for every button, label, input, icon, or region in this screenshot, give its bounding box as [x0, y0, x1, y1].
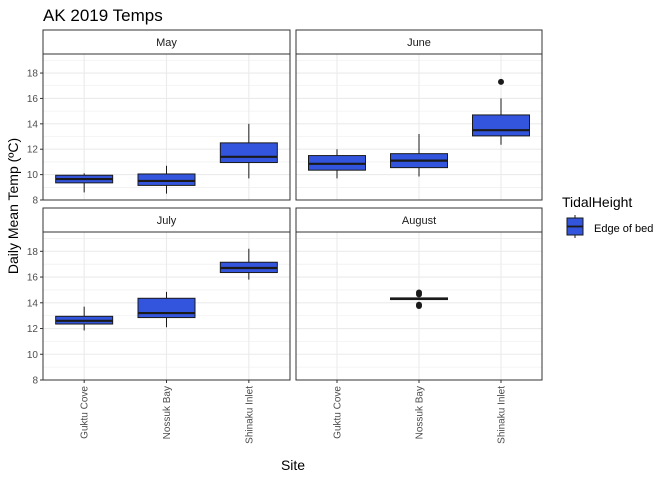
chart-title: AK 2019 Temps — [43, 6, 163, 25]
outlier-point — [416, 291, 422, 298]
y-tick-label: 10 — [27, 350, 39, 361]
legend-title: TidalHeight — [562, 194, 632, 210]
facet-strip-label: June — [407, 37, 431, 49]
box-nossuk-bay — [390, 289, 448, 309]
facet-strip — [295, 207, 543, 233]
legend: TidalHeight Edge of bed — [562, 194, 653, 238]
box-iqr — [137, 297, 196, 319]
facet-strip-label: May — [156, 37, 177, 49]
box-shinaku-inlet — [219, 123, 278, 179]
x-tick-label: Nossuk Bay — [162, 386, 173, 439]
panel-border — [42, 53, 291, 201]
y-tick-label: 12 — [27, 145, 39, 156]
x-tick-label: Guktu Cove — [80, 386, 91, 439]
y-axis-title: Daily Mean Temp (ºC) — [5, 138, 21, 274]
y-tick-label: 16 — [27, 273, 39, 284]
facet-strip-label: August — [402, 215, 436, 227]
x-axis-title: Site — [281, 457, 305, 473]
y-tick-label: 14 — [27, 298, 39, 309]
y-tick-label: 16 — [27, 94, 39, 105]
facet-june: June — [295, 29, 543, 201]
y-tick-label: 18 — [27, 69, 39, 80]
box-iqr — [472, 114, 530, 137]
legend-key — [566, 215, 584, 238]
box-shinaku-inlet — [219, 248, 278, 280]
y-tick-label: 10 — [27, 170, 39, 181]
box-guktu-cove — [308, 149, 366, 179]
facet-strip — [42, 207, 291, 233]
panel-border — [295, 53, 543, 201]
y-tick-label: 14 — [27, 119, 39, 130]
box-guktu-cove — [55, 173, 114, 193]
box-iqr — [137, 173, 196, 186]
facet-strip-label: July — [157, 215, 177, 227]
y-tick-label: 8 — [32, 196, 38, 207]
box-nossuk-bay — [137, 291, 196, 328]
facet-may: May 8 10 12 14 16 18 — [27, 29, 291, 207]
facet-strip — [42, 29, 291, 55]
facet-strip — [295, 29, 543, 55]
facet-panels: May 8 10 12 14 16 18 June July 8 10 12 14 16 18 Guktu C… — [27, 29, 543, 444]
box-shinaku-inlet — [472, 78, 530, 145]
box-iqr — [219, 142, 278, 164]
legend-label: Edge of bed — [594, 223, 653, 235]
facet-august: August Guktu Cove Nossuk Bay Shinaku Inlet — [295, 207, 543, 444]
y-tick-label: 18 — [27, 247, 39, 258]
box-nossuk-bay — [137, 165, 196, 194]
y-tick-label: 12 — [27, 324, 39, 335]
x-tick-label: Guktu Cove — [333, 386, 344, 439]
y-tick-label: 8 — [32, 376, 38, 387]
facet-july: July 8 10 12 14 16 18 Guktu Cove Nossuk Bay Shina… — [27, 207, 291, 444]
box-nossuk-bay — [390, 133, 448, 177]
x-tick-label: Shinaku Inlet — [244, 386, 255, 444]
outlier-point — [416, 303, 422, 309]
outlier-point — [498, 78, 504, 85]
x-tick-label: Nossuk Bay — [415, 386, 426, 439]
box-guktu-cove — [55, 306, 114, 331]
x-tick-label: Shinaku Inlet — [497, 386, 508, 444]
